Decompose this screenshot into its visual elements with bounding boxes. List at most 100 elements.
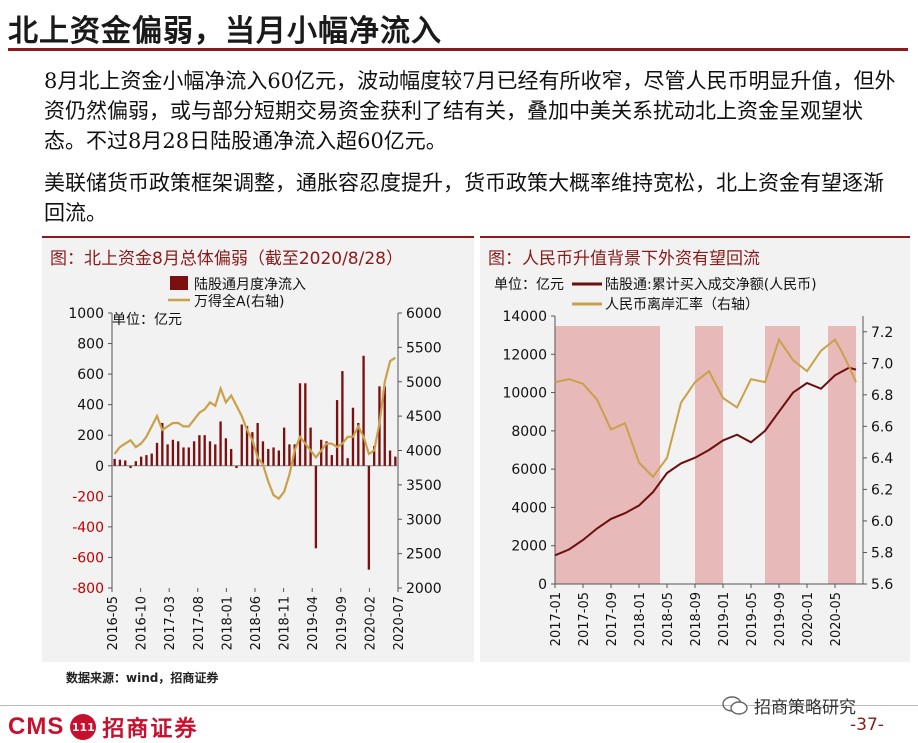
bar-net-inflow xyxy=(177,441,180,466)
x-tick-label: 2016-05 xyxy=(106,596,121,650)
x-tick-label: 2017-01 xyxy=(549,592,564,646)
y2-tick-label: 5000 xyxy=(406,375,442,391)
bar-net-inflow xyxy=(335,400,339,466)
y-tick-label: 14000 xyxy=(502,309,547,325)
y-tick-label: 0 xyxy=(538,577,547,593)
bar-net-inflow xyxy=(298,383,302,466)
bar-net-inflow xyxy=(304,383,307,466)
bar-net-inflow xyxy=(166,444,169,466)
x-tick-label: 2017-08 xyxy=(192,596,207,650)
bar-net-inflow xyxy=(171,439,175,466)
unit-label: 单位：亿元 xyxy=(112,312,182,328)
bar-net-inflow xyxy=(203,435,206,466)
x-tick-label: 2018-05 xyxy=(661,592,676,646)
y2-tick-label: 4000 xyxy=(406,444,442,460)
x-tick-label: 2017-05 xyxy=(577,592,592,646)
y2-tick-label: 6.0 xyxy=(871,514,893,530)
x-tick-label: 2018-01 xyxy=(633,592,648,646)
bar-net-inflow xyxy=(261,441,265,466)
legend-label-line: 万得全A(右轴) xyxy=(194,293,285,310)
bar-net-inflow xyxy=(113,458,116,466)
y-tick-label: 12000 xyxy=(502,347,547,363)
bar-net-inflow xyxy=(272,447,275,466)
x-tick-label: 2020-05 xyxy=(829,592,844,646)
bar-net-inflow xyxy=(388,450,392,466)
line-cumulative-net-buy xyxy=(554,366,857,557)
wechat-name: 招商策略研究 xyxy=(754,698,856,718)
x-tick-label: 2019-09 xyxy=(335,596,350,650)
y2-tick-label: 4500 xyxy=(406,409,442,425)
x-tick-label: 2018-06 xyxy=(249,596,264,650)
legend-swatch-bars xyxy=(170,276,188,290)
bar-net-inflow xyxy=(330,455,333,466)
bar-net-inflow xyxy=(245,426,249,466)
y-tick-label: 800 xyxy=(77,337,104,353)
y-tick-label: 6000 xyxy=(511,462,547,478)
y2-tick-label: 3500 xyxy=(406,478,442,494)
wechat-account: 招商策略研究 xyxy=(722,693,856,718)
x-tick-label: 2018-01 xyxy=(220,596,235,650)
right-chart-title: 图：人民币升值背景下外资有望回流 xyxy=(488,249,760,269)
y-tick-label: -600 xyxy=(72,550,104,566)
data-source: 数据来源：wind，招商证券 xyxy=(66,671,219,685)
y-tick-label: 400 xyxy=(77,398,104,414)
bar-net-inflow xyxy=(325,441,328,466)
bar-net-inflow xyxy=(362,355,365,466)
y-tick-label: 10000 xyxy=(502,386,547,402)
line-wind-a-index xyxy=(113,356,396,501)
y2-tick-label: 7.0 xyxy=(871,356,893,372)
bar-net-inflow xyxy=(240,424,243,466)
y-tick-label: -200 xyxy=(72,489,104,505)
y2-tick-label: 5.6 xyxy=(871,577,893,593)
page-title: 北上资金偏弱，当月小幅净流入 xyxy=(8,14,442,49)
x-tick-label: 2017-03 xyxy=(163,596,178,650)
bar-net-inflow xyxy=(161,423,164,466)
y-tick-label: 4000 xyxy=(511,500,547,516)
y2-tick-label: 6.2 xyxy=(871,482,893,498)
left-chart-title: 图：北上资金8月总体偏弱（截至2020/8/28） xyxy=(50,249,403,269)
bar-net-inflow xyxy=(394,456,397,466)
left-chart: -800 -600 -400 -200 0 200 400 600 800 1000 2000 250… xyxy=(68,276,442,650)
y-tick-label: 8000 xyxy=(511,424,547,440)
y-tick-label: 600 xyxy=(77,367,104,383)
x-tick-label: 2020-01 xyxy=(801,592,816,646)
y2-tick-label: 6.4 xyxy=(871,451,893,467)
bar-net-inflow xyxy=(150,453,153,466)
bar-net-inflow xyxy=(214,444,217,466)
y2-tick-label: 6000 xyxy=(406,306,442,322)
shaded-period xyxy=(555,326,660,584)
bar-net-inflow xyxy=(235,465,238,469)
bar-net-inflow xyxy=(219,421,222,466)
bar-net-inflow xyxy=(192,441,196,466)
bar-net-inflow xyxy=(187,447,190,466)
paragraph-1: 8月北上资金小幅净流入60亿元，波动幅度较7月已经有所收窄，尽管人民币明显升值，… xyxy=(44,69,896,153)
bar-net-inflow xyxy=(139,456,143,466)
y-tick-label: 1000 xyxy=(68,306,104,322)
bar-net-inflow xyxy=(134,461,137,466)
bar-net-inflow xyxy=(230,448,233,466)
x-tick-label: 2016-10 xyxy=(135,596,150,650)
x-tick-label: 2019-01 xyxy=(717,592,732,646)
x-tick-label: 2019-05 xyxy=(745,592,760,646)
y2-tick-label: 3000 xyxy=(406,512,442,528)
bar-net-inflow xyxy=(383,386,386,466)
wechat-icon xyxy=(722,695,748,715)
x-tick-label: 2018-11 xyxy=(278,596,293,650)
y2-tick-label: 5500 xyxy=(406,340,442,356)
bar-net-inflow xyxy=(320,439,323,466)
bar-net-inflow xyxy=(198,435,201,466)
y2-tick-label: 2500 xyxy=(406,547,442,563)
bar-net-inflow xyxy=(124,460,127,466)
bar-net-inflow xyxy=(367,465,371,570)
bar-net-inflow xyxy=(341,371,344,466)
right-chart-panel: 图：人民币升值背景下外资有望回流 0 2000 4000 6000 8000 10000 1… xyxy=(480,236,910,662)
y2-tick-label: 6.8 xyxy=(871,388,893,404)
y-tick-label: 0 xyxy=(95,459,104,475)
unit-label: 单位：亿元 xyxy=(494,277,564,293)
legend-label-bars: 陆股通月度净流入 xyxy=(194,277,306,293)
bar-net-inflow xyxy=(118,459,122,466)
shaded-period xyxy=(828,326,856,584)
bar-net-inflow xyxy=(208,441,212,466)
bar-net-inflow xyxy=(282,427,286,466)
line-offshore-rmb-rate xyxy=(554,337,857,479)
